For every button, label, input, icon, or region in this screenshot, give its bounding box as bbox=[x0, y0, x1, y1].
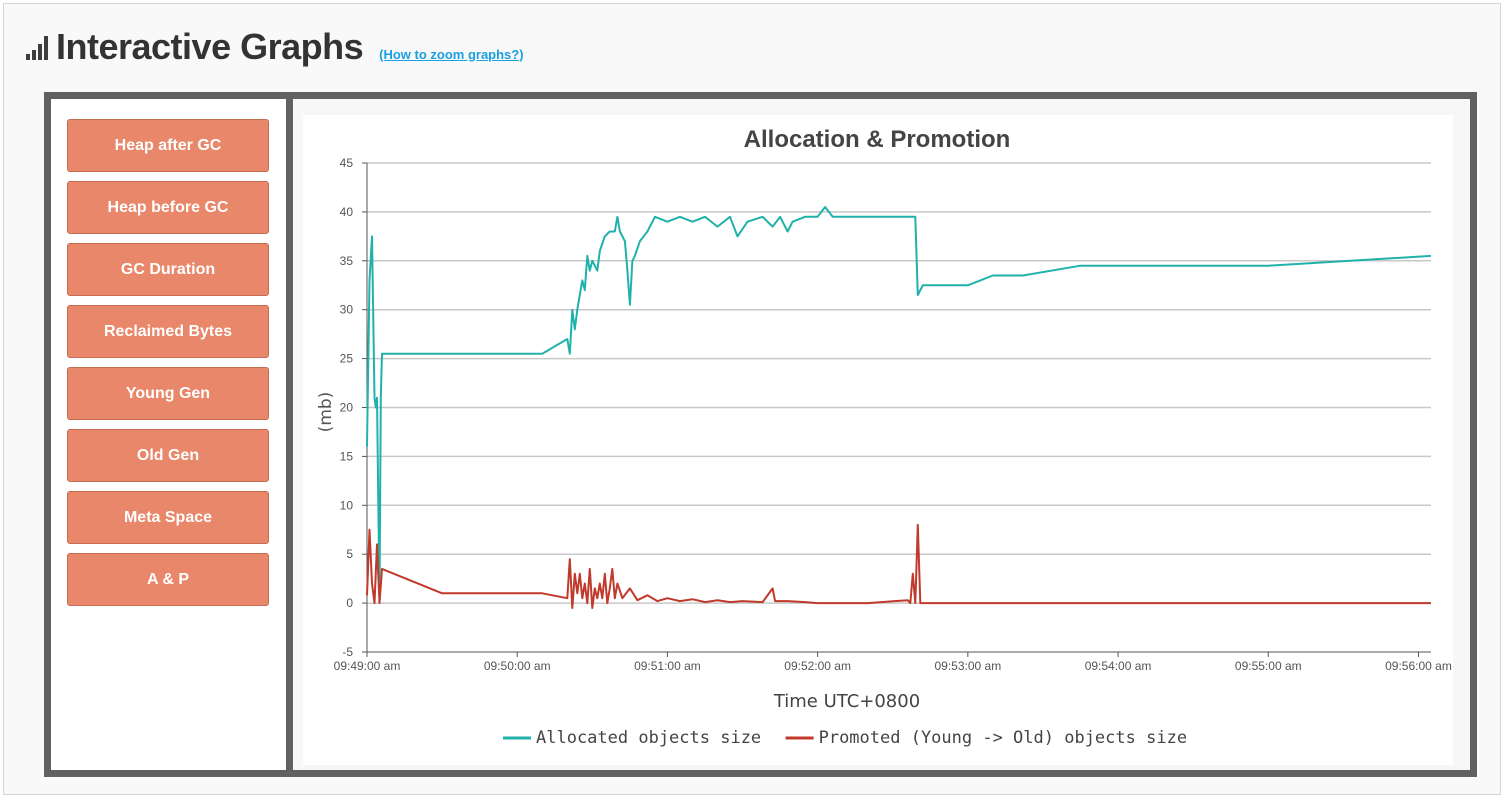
reclaimed-bytes-button[interactable]: Reclaimed Bytes bbox=[67, 305, 269, 358]
a-and-p-button[interactable]: A & P bbox=[67, 553, 269, 606]
chart-title: Allocation & Promotion bbox=[744, 126, 1011, 153]
legend-label-allocated: Allocated objects size bbox=[536, 728, 761, 748]
header: Interactive Graphs (How to zoom graphs?) bbox=[26, 24, 524, 70]
y-tick-label: 45 bbox=[340, 156, 354, 170]
bar-chart-icon bbox=[26, 34, 48, 60]
allocation-promotion-chart[interactable]: Allocation & Promotion -5 0 5 10 15 20 25 30 35 4… bbox=[303, 115, 1453, 765]
x-tick-label: 09:53:00 am bbox=[934, 659, 1001, 673]
x-tick-label: 09:54:00 am bbox=[1085, 659, 1152, 673]
chart-area: Allocation & Promotion -5 0 5 10 15 20 25 30 35 4… bbox=[293, 99, 1470, 770]
old-gen-button[interactable]: Old Gen bbox=[67, 429, 269, 482]
y-tick-label: 10 bbox=[340, 498, 354, 512]
heap-after-gc-button[interactable]: Heap after GC bbox=[67, 119, 269, 172]
gc-duration-button[interactable]: GC Duration bbox=[67, 243, 269, 296]
y-tick-label: 20 bbox=[340, 401, 354, 415]
page: Interactive Graphs (How to zoom graphs?)… bbox=[3, 3, 1501, 795]
y-tick-label: 5 bbox=[346, 547, 353, 561]
zoom-help-link[interactable]: (How to zoom graphs?) bbox=[379, 46, 524, 62]
y-tick-label: 15 bbox=[340, 449, 354, 463]
x-axis-label: Time UTC+0800 bbox=[773, 691, 920, 712]
y-tick-label: 25 bbox=[340, 352, 354, 366]
x-tick-label: 09:49:00 am bbox=[334, 659, 401, 673]
y-tick-label: 0 bbox=[346, 596, 353, 610]
x-tick-label: 09:56:00 am bbox=[1385, 659, 1452, 673]
x-tick-label: 09:50:00 am bbox=[484, 659, 551, 673]
graph-menu: Heap after GC Heap before GC GC Duration… bbox=[51, 99, 293, 770]
allocated-series-line bbox=[366, 206, 1432, 600]
y-tick-label: 40 bbox=[340, 205, 354, 219]
legend-label-promoted: Promoted (Young -> Old) objects size bbox=[819, 728, 1187, 748]
x-tick-label: 09:55:00 am bbox=[1235, 659, 1302, 673]
y-tick-label: -5 bbox=[342, 645, 353, 659]
graphs-panel: Heap after GC Heap before GC GC Duration… bbox=[44, 92, 1477, 777]
y-axis-label: (mb) bbox=[316, 392, 336, 433]
heap-before-gc-button[interactable]: Heap before GC bbox=[67, 181, 269, 234]
page-title: Interactive Graphs bbox=[56, 26, 364, 67]
young-gen-button[interactable]: Young Gen bbox=[67, 367, 269, 420]
y-tick-label: 35 bbox=[340, 254, 354, 268]
promoted-series-line bbox=[366, 523, 1431, 609]
x-tick-label: 09:52:00 am bbox=[784, 659, 851, 673]
x-tick-label: 09:51:00 am bbox=[634, 659, 701, 673]
y-tick-label: 30 bbox=[340, 303, 354, 317]
meta-space-button[interactable]: Meta Space bbox=[67, 491, 269, 544]
